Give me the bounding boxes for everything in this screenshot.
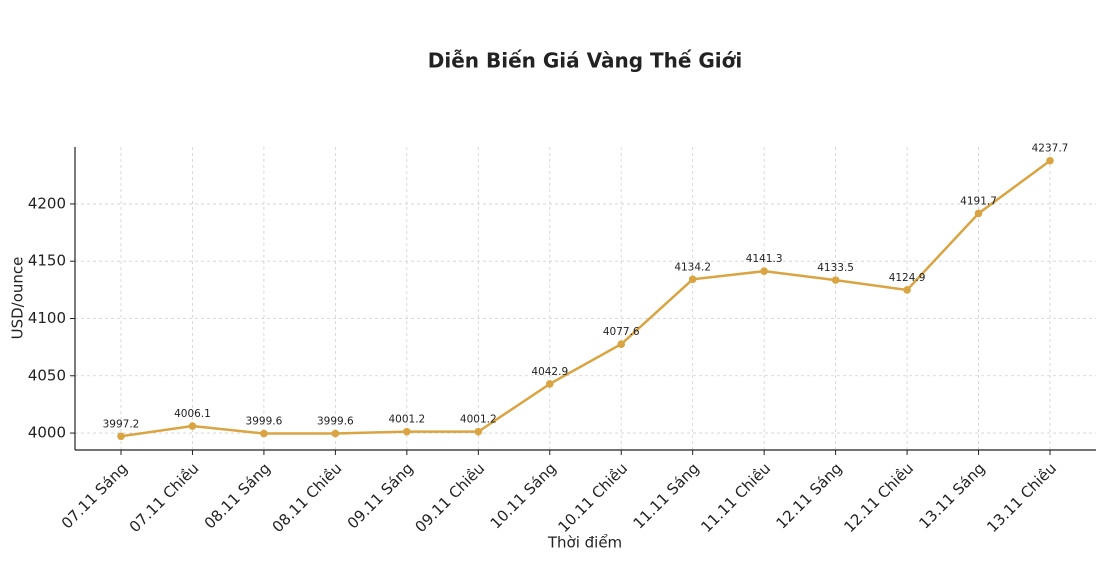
data-label: 3997.2 <box>103 418 140 430</box>
data-label: 4134.2 <box>674 261 711 273</box>
x-axis-label: Thời điểm <box>547 534 622 552</box>
point <box>331 429 340 438</box>
x-tick-label: 13.11 Sáng <box>915 459 988 532</box>
data-label: 4133.5 <box>817 262 854 274</box>
x-tick-label: 10.11 Sáng <box>487 459 560 532</box>
x-tick-label: 12.11 Chiều <box>840 459 917 536</box>
x-tick-label: 13.11 Chiều <box>983 459 1060 536</box>
x-tick-label: 09.11 Chiều <box>412 459 489 536</box>
x-tick-label: 08.11 Sáng <box>201 459 274 532</box>
data-label: 4141.3 <box>746 253 783 265</box>
point <box>617 340 626 348</box>
y-tick-label: 4200 <box>28 194 66 212</box>
x-tick-label: 07.11 Chiều <box>126 459 203 536</box>
point <box>403 427 411 436</box>
x-tick-label: 08.11 Chiều <box>269 459 346 536</box>
point <box>831 276 840 284</box>
y-tick-label: 4100 <box>28 309 66 327</box>
point <box>760 267 768 275</box>
data-label: 3999.6 <box>317 416 354 428</box>
data-label: 4006.1 <box>174 408 211 420</box>
line <box>120 159 1051 438</box>
point <box>1046 156 1054 165</box>
y-tick-label: 4000 <box>28 424 66 442</box>
data-label: 4077.6 <box>603 326 640 338</box>
x-tick-label: 07.11 Sáng <box>58 459 131 532</box>
data-label: 4001.2 <box>388 414 425 426</box>
data-label: 4042.9 <box>531 366 568 378</box>
point <box>117 432 125 441</box>
x-tick-label: 11.11 Chiều <box>697 459 774 536</box>
x-tick-label: 09.11 Sáng <box>344 459 417 532</box>
point <box>974 209 983 218</box>
x-tick-label: 12.11 Sáng <box>772 459 845 532</box>
point <box>903 286 911 294</box>
point <box>545 380 554 388</box>
data-label: 4191.7 <box>960 195 997 207</box>
chart-title: Diễn Biến Giá Vàng Thế Giới <box>428 49 743 73</box>
data-label: 4124.9 <box>889 272 926 284</box>
point <box>188 422 197 430</box>
point <box>688 275 697 284</box>
data-label: 4001.2 <box>460 414 497 426</box>
x-tick-label: 10.11 Chiều <box>554 459 631 536</box>
y-tick-label: 4050 <box>28 366 66 384</box>
x-tick-label: 11.11 Sáng <box>630 459 703 532</box>
point <box>474 427 483 436</box>
data-label: 4237.7 <box>1032 143 1069 155</box>
y-tick-label: 4150 <box>28 252 66 270</box>
data-label: 3999.6 <box>246 416 283 428</box>
y-axis-label: USD/ounce <box>9 257 27 340</box>
point <box>260 429 268 438</box>
